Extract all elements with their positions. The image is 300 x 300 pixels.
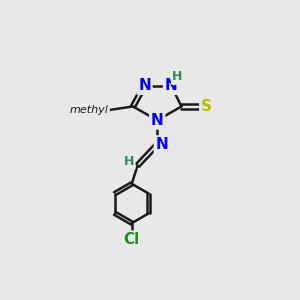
Text: N: N — [151, 113, 164, 128]
Text: N: N — [155, 137, 168, 152]
Text: N: N — [138, 78, 151, 93]
Text: H: H — [172, 70, 183, 83]
Text: Cl: Cl — [124, 232, 140, 247]
Text: N: N — [165, 78, 178, 93]
Text: S: S — [201, 99, 212, 114]
Text: methyl: methyl — [70, 105, 109, 115]
Text: H: H — [124, 155, 134, 168]
